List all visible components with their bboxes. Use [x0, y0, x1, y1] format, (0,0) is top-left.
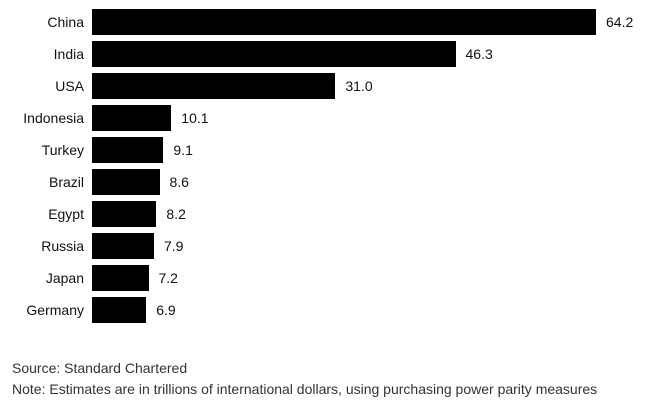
bar-row: China 64.2	[0, 6, 653, 38]
category-label: Brazil	[48, 174, 84, 190]
category-label: Russia	[41, 238, 84, 254]
bar-area: 8.2	[92, 198, 653, 230]
bar-area: 9.1	[92, 134, 653, 166]
bar	[92, 73, 336, 99]
bar-row: Egypt 8.2	[0, 198, 653, 230]
bar-chart: China 64.2 India 46.3 USA 31.0 Indonesia	[0, 6, 653, 326]
value-label: 8.2	[166, 206, 186, 222]
bar-row: Brazil 8.6	[0, 166, 653, 198]
bar-area: 7.2	[92, 262, 653, 294]
value-label: 31.0	[345, 78, 373, 94]
category-label: Indonesia	[23, 110, 84, 126]
bar-row: Japan 7.2	[0, 262, 653, 294]
bar-area: 64.2	[92, 6, 653, 38]
bar-area: 46.3	[92, 38, 653, 70]
category-label: Turkey	[41, 142, 84, 158]
bar-row: Turkey 9.1	[0, 134, 653, 166]
value-label: 9.1	[173, 142, 193, 158]
chart-footer: Source: Standard Chartered Note: Estimat…	[12, 358, 597, 400]
bar-area: 8.6	[92, 166, 653, 198]
bar-row: USA 31.0	[0, 70, 653, 102]
value-label: 46.3	[465, 46, 493, 62]
category-label: Germany	[26, 302, 84, 318]
source-note: Source: Standard Chartered	[12, 360, 188, 376]
bar	[92, 9, 596, 35]
bar-row: India 46.3	[0, 38, 653, 70]
category-label: USA	[55, 78, 84, 94]
value-label: 6.9	[156, 302, 176, 318]
bar-row: Russia 7.9	[0, 230, 653, 262]
bar	[92, 233, 154, 259]
bar-area: 6.9	[92, 294, 653, 326]
methodology-note: Note: Estimates are in trillions of inte…	[12, 381, 598, 397]
bar-area: 7.9	[92, 230, 653, 262]
bar-row: Indonesia 10.1	[0, 102, 653, 134]
value-label: 8.6	[169, 174, 189, 190]
bar	[92, 169, 160, 195]
bar	[92, 137, 164, 163]
bar	[92, 265, 149, 291]
category-label: China	[47, 14, 84, 30]
bar	[92, 297, 147, 323]
bar	[92, 41, 456, 67]
bar-area: 10.1	[92, 102, 653, 134]
bar-area: 31.0	[92, 70, 653, 102]
category-label: India	[53, 46, 84, 62]
bar	[92, 105, 172, 131]
value-label: 10.1	[181, 110, 209, 126]
bar	[92, 201, 157, 227]
value-label: 7.2	[158, 270, 178, 286]
value-label: 64.2	[606, 14, 634, 30]
category-label: Japan	[45, 270, 84, 286]
bar-row: Germany 6.9	[0, 294, 653, 326]
category-label: Egypt	[48, 206, 84, 222]
value-label: 7.9	[164, 238, 184, 254]
